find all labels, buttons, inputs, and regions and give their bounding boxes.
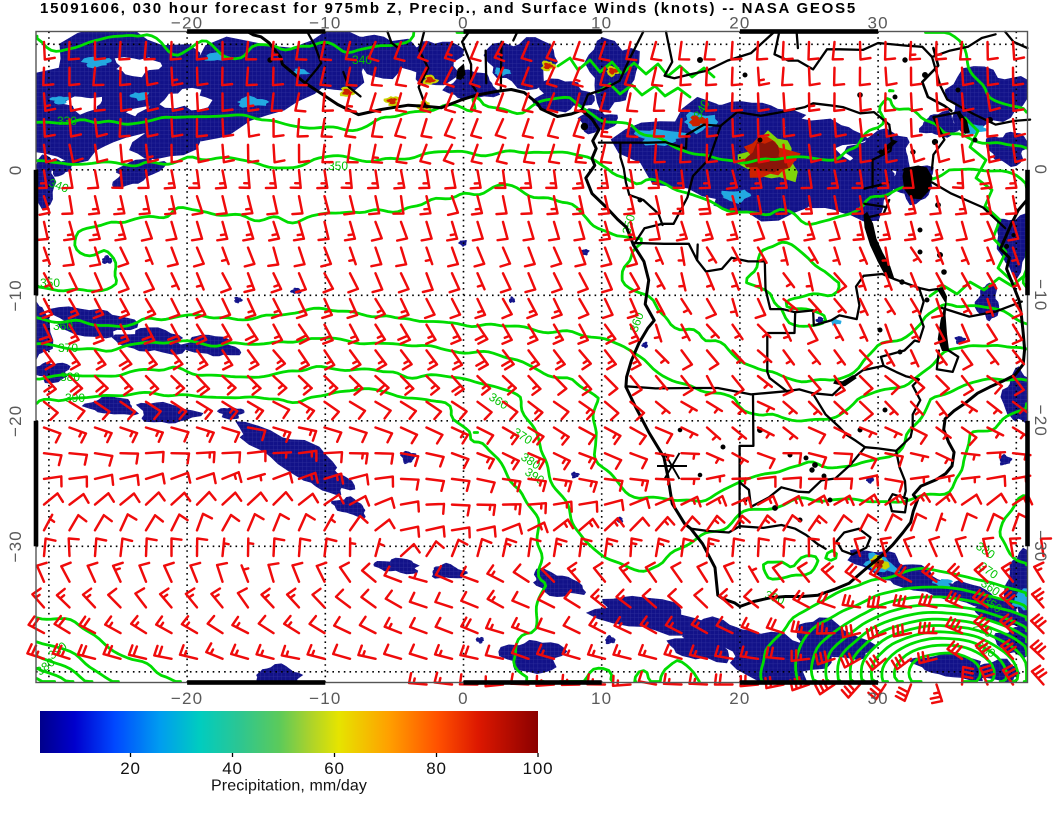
svg-text:10: 10 <box>591 689 612 708</box>
svg-text:−20: −20 <box>171 14 203 33</box>
svg-text:60: 60 <box>324 759 345 778</box>
svg-text:360: 360 <box>53 319 73 333</box>
svg-text:−10: −10 <box>309 14 341 33</box>
svg-text:0: 0 <box>6 164 25 175</box>
svg-text:80: 80 <box>426 759 447 778</box>
svg-text:30: 30 <box>867 14 888 33</box>
svg-text:15091606, 030 hour forecast fo: 15091606, 030 hour forecast for 975mb Z,… <box>40 0 857 17</box>
svg-text:−20: −20 <box>6 405 25 437</box>
svg-text:10: 10 <box>591 14 612 33</box>
svg-text:340: 340 <box>47 176 71 196</box>
svg-text:−20: −20 <box>1031 405 1050 437</box>
svg-text:Precipitation, mm/day: Precipitation, mm/day <box>211 778 367 795</box>
svg-text:20: 20 <box>729 14 750 33</box>
svg-text:0: 0 <box>458 689 469 708</box>
svg-text:20: 20 <box>120 759 141 778</box>
svg-text:−30: −30 <box>6 530 25 562</box>
svg-text:370: 370 <box>58 341 78 355</box>
svg-text:30: 30 <box>867 689 888 708</box>
svg-text:−10: −10 <box>6 279 25 311</box>
svg-text:−20: −20 <box>171 689 203 708</box>
svg-text:−30: −30 <box>1031 530 1050 562</box>
svg-text:0: 0 <box>1031 164 1050 175</box>
svg-text:0: 0 <box>458 14 469 33</box>
svg-text:−10: −10 <box>309 689 341 708</box>
svg-text:100: 100 <box>523 759 554 778</box>
svg-text:340: 340 <box>352 53 372 67</box>
svg-text:330: 330 <box>57 114 77 128</box>
svg-text:20: 20 <box>729 689 750 708</box>
svg-text:−10: −10 <box>1031 279 1050 311</box>
svg-text:40: 40 <box>222 759 243 778</box>
